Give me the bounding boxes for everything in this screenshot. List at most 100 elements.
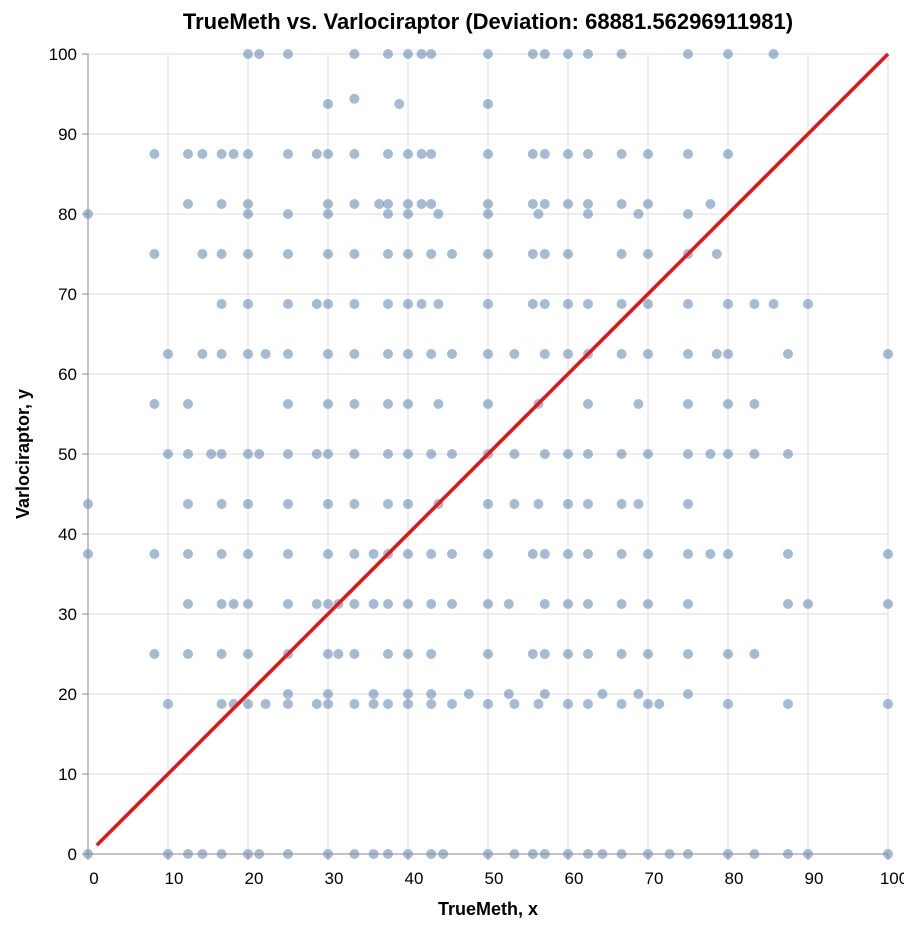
point: [197, 349, 208, 359]
point: [243, 449, 253, 459]
line: [95, 52, 890, 847]
point: [783, 349, 793, 359]
point: [527, 249, 538, 259]
x-tick-label: 40: [405, 869, 424, 888]
point: [539, 149, 550, 159]
point: [683, 209, 693, 219]
point: [539, 199, 550, 209]
point: [333, 649, 344, 659]
point: [563, 449, 573, 459]
point: [383, 199, 393, 209]
point: [563, 49, 573, 59]
point: [216, 299, 227, 309]
point: [403, 49, 413, 59]
point: [723, 399, 733, 409]
point: [643, 549, 653, 559]
point: [283, 299, 293, 309]
point: [803, 599, 813, 609]
point: [323, 249, 333, 259]
point: [803, 299, 813, 309]
point: [723, 349, 733, 359]
point: [426, 199, 437, 209]
point: [323, 149, 333, 159]
point: [243, 249, 253, 259]
point: [483, 549, 493, 559]
point: [783, 449, 793, 459]
point: [539, 649, 550, 659]
point: [527, 199, 538, 209]
point: [711, 349, 722, 359]
point: [683, 549, 693, 559]
point: [243, 349, 253, 359]
point: [683, 499, 693, 509]
point: [383, 449, 393, 459]
point: [183, 599, 193, 609]
point: [243, 199, 253, 209]
point: [583, 209, 593, 219]
point: [483, 299, 493, 309]
point: [283, 209, 293, 219]
point: [616, 199, 627, 209]
point: [683, 649, 693, 659]
point: [539, 349, 550, 359]
point: [426, 599, 437, 609]
point: [633, 499, 644, 509]
point: [483, 99, 493, 109]
point: [283, 449, 293, 459]
point: [349, 149, 360, 159]
y-tick-label: 50: [58, 445, 77, 464]
point: [311, 599, 322, 609]
point: [654, 699, 665, 709]
point: [394, 99, 405, 109]
point: [597, 689, 608, 699]
point: [783, 549, 793, 559]
point: [447, 349, 457, 359]
point: [883, 599, 893, 609]
point: [433, 299, 444, 309]
point: [616, 149, 627, 159]
x-tick-label: 80: [725, 869, 744, 888]
point: [426, 689, 437, 699]
point: [323, 349, 333, 359]
point: [260, 349, 271, 359]
point: [509, 449, 520, 459]
point: [243, 49, 253, 59]
point: [403, 209, 413, 219]
point: [643, 349, 653, 359]
point: [197, 249, 208, 259]
point: [243, 209, 253, 219]
point: [539, 549, 550, 559]
x-tick-label: 100: [880, 869, 904, 888]
point: [349, 699, 360, 709]
point: [616, 549, 627, 559]
point: [254, 449, 265, 459]
point: [683, 449, 693, 459]
point: [563, 149, 573, 159]
point: [403, 549, 413, 559]
point: [403, 689, 413, 699]
point: [403, 449, 413, 459]
point: [533, 699, 544, 709]
point: [723, 449, 733, 459]
point: [583, 449, 593, 459]
point: [163, 349, 173, 359]
point: [723, 149, 733, 159]
point: [463, 689, 474, 699]
point: [216, 249, 227, 259]
point: [206, 449, 217, 459]
y-tick-label: 60: [58, 365, 77, 384]
point: [349, 249, 360, 259]
point: [633, 689, 644, 699]
point: [383, 699, 393, 709]
point: [426, 149, 437, 159]
point: [447, 549, 457, 559]
point: [583, 299, 593, 309]
point: [197, 149, 208, 159]
point: [383, 649, 393, 659]
point: [433, 399, 444, 409]
point: [509, 349, 520, 359]
point: [883, 349, 893, 359]
x-tick-label: 30: [325, 869, 344, 888]
point: [563, 299, 573, 309]
point: [349, 349, 360, 359]
